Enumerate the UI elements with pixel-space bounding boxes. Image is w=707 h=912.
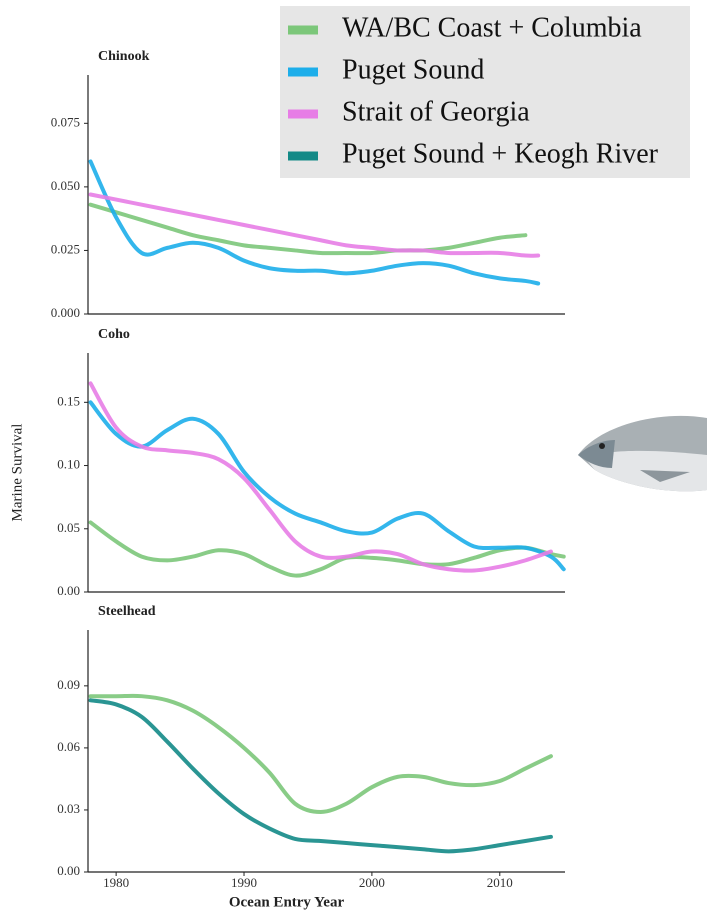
x-tick-label: 2010 <box>487 875 513 890</box>
y-tick-label: 0.03 <box>57 801 80 816</box>
series-line <box>91 700 551 851</box>
y-tick-label: 0.075 <box>51 114 80 129</box>
legend-label: WA/BC Coast + Columbia <box>342 12 642 43</box>
series-line <box>91 383 551 570</box>
y-axis-title: Marine Survival <box>9 424 25 522</box>
series-line <box>91 696 551 812</box>
y-tick-label: 0.025 <box>51 241 80 256</box>
panel-title: Coho <box>98 327 130 342</box>
legend-label: Puget Sound <box>342 54 484 85</box>
y-tick-label: 0.09 <box>57 677 80 692</box>
y-tick-label: 0.05 <box>57 520 80 535</box>
y-tick-label: 0.050 <box>51 178 80 193</box>
y-tick-label: 0.06 <box>57 739 80 754</box>
y-tick-label: 0.00 <box>57 863 80 878</box>
x-axis-title: Ocean Entry Year <box>229 894 345 910</box>
panel-title: Chinook <box>98 49 150 64</box>
y-tick-label: 0.15 <box>57 393 80 408</box>
chart: Chinook 0.000 0.025 0.050 0.075 Coho 0.00 0.05 0… <box>0 0 707 912</box>
series-line <box>91 205 526 253</box>
legend-label: Puget Sound + Keogh River <box>342 138 659 169</box>
y-tick-label: 0.00 <box>57 583 80 598</box>
legend: WA/BC Coast + Columbia Puget Sound Strait … <box>280 6 690 178</box>
panel-title: Steelhead <box>98 604 156 619</box>
legend-label: Strait of Georgia <box>342 96 530 127</box>
x-tick-label: 2000 <box>359 875 385 890</box>
x-tick-label: 1980 <box>103 875 129 890</box>
series-line <box>91 161 539 283</box>
y-tick-label: 0.000 <box>51 305 80 320</box>
x-tick-label: 1990 <box>231 875 257 890</box>
series-line <box>91 402 564 569</box>
y-tick-label: 0.10 <box>57 457 80 472</box>
fish-illustration <box>578 416 707 491</box>
